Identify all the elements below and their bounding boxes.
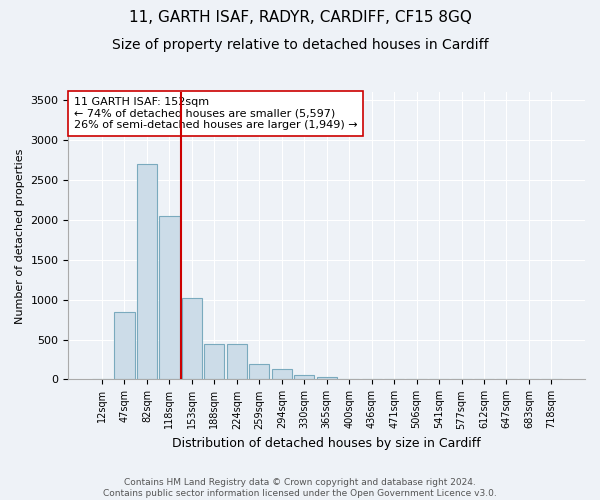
Bar <box>249 364 269 380</box>
Bar <box>272 369 292 380</box>
Text: 11, GARTH ISAF, RADYR, CARDIFF, CF15 8GQ: 11, GARTH ISAF, RADYR, CARDIFF, CF15 8GQ <box>128 10 472 25</box>
Bar <box>182 298 202 380</box>
Text: Contains HM Land Registry data © Crown copyright and database right 2024.
Contai: Contains HM Land Registry data © Crown c… <box>103 478 497 498</box>
Y-axis label: Number of detached properties: Number of detached properties <box>15 148 25 324</box>
Bar <box>204 344 224 380</box>
Bar <box>294 376 314 380</box>
X-axis label: Distribution of detached houses by size in Cardiff: Distribution of detached houses by size … <box>172 437 481 450</box>
Bar <box>317 377 337 380</box>
Bar <box>227 344 247 380</box>
Bar <box>159 216 179 380</box>
Bar <box>115 312 134 380</box>
Text: Size of property relative to detached houses in Cardiff: Size of property relative to detached ho… <box>112 38 488 52</box>
Bar <box>137 164 157 380</box>
Text: 11 GARTH ISAF: 152sqm
← 74% of detached houses are smaller (5,597)
26% of semi-d: 11 GARTH ISAF: 152sqm ← 74% of detached … <box>74 97 357 130</box>
